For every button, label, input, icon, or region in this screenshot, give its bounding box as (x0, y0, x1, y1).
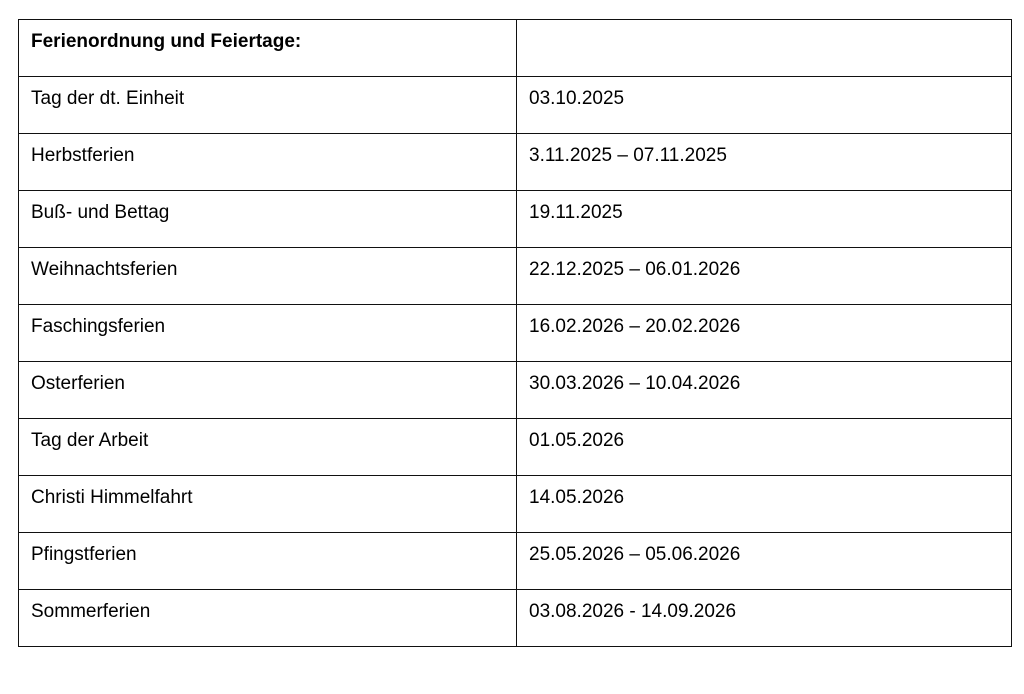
row-label: Buß- und Bettag (18, 190, 517, 248)
row-value: 03.08.2026 - 14.09.2026 (516, 589, 1012, 647)
table-row: Sommerferien 03.08.2026 - 14.09.2026 (18, 589, 1012, 647)
row-label: Weihnachtsferien (18, 247, 517, 305)
table-header-row: Ferienordnung und Feiertage: (18, 19, 1012, 77)
table-row: Pfingstferien 25.05.2026 – 05.06.2026 (18, 532, 1012, 590)
row-label: Osterferien (18, 361, 517, 419)
table-row: Faschingsferien 16.02.2026 – 20.02.2026 (18, 304, 1012, 362)
header-value (516, 19, 1012, 77)
row-value: 19.11.2025 (516, 190, 1012, 248)
row-label: Sommerferien (18, 589, 517, 647)
table-row: Herbstferien 3.11.2025 – 07.11.2025 (18, 133, 1012, 191)
holiday-table: Ferienordnung und Feiertage: Tag der dt.… (18, 19, 1012, 647)
table-row: Tag der Arbeit 01.05.2026 (18, 418, 1012, 476)
table-row: Buß- und Bettag 19.11.2025 (18, 190, 1012, 248)
row-value: 03.10.2025 (516, 76, 1012, 134)
row-label: Christi Himmelfahrt (18, 475, 517, 533)
table-row: Osterferien 30.03.2026 – 10.04.2026 (18, 361, 1012, 419)
row-value: 3.11.2025 – 07.11.2025 (516, 133, 1012, 191)
table-row: Weihnachtsferien 22.12.2025 – 06.01.2026 (18, 247, 1012, 305)
row-value: 30.03.2026 – 10.04.2026 (516, 361, 1012, 419)
row-value: 22.12.2025 – 06.01.2026 (516, 247, 1012, 305)
row-value: 25.05.2026 – 05.06.2026 (516, 532, 1012, 590)
header-title: Ferienordnung und Feiertage: (18, 19, 517, 77)
row-label: Tag der Arbeit (18, 418, 517, 476)
row-label: Faschingsferien (18, 304, 517, 362)
table-row: Christi Himmelfahrt 14.05.2026 (18, 475, 1012, 533)
row-label: Pfingstferien (18, 532, 517, 590)
row-value: 14.05.2026 (516, 475, 1012, 533)
row-label: Herbstferien (18, 133, 517, 191)
row-label: Tag der dt. Einheit (18, 76, 517, 134)
row-value: 01.05.2026 (516, 418, 1012, 476)
table-row: Tag der dt. Einheit 03.10.2025 (18, 76, 1012, 134)
row-value: 16.02.2026 – 20.02.2026 (516, 304, 1012, 362)
